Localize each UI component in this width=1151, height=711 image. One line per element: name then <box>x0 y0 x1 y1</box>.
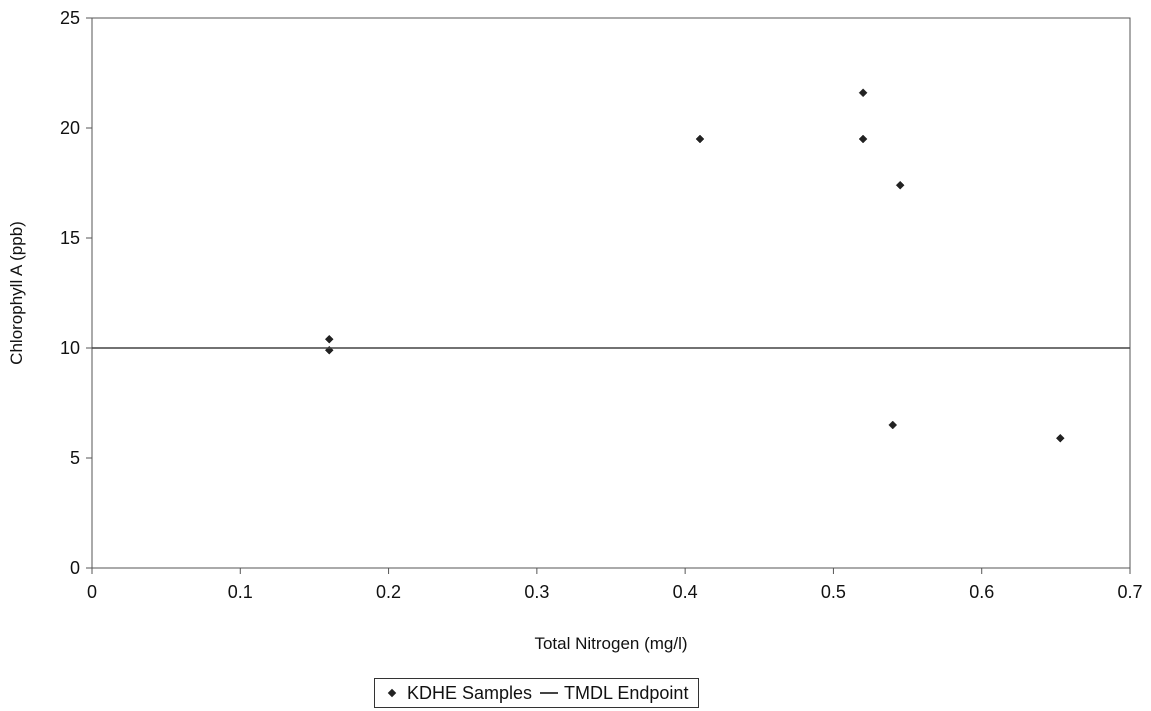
x-tick-label: 0 <box>87 582 97 602</box>
y-tick-label: 15 <box>60 228 80 248</box>
x-tick-label: 0.3 <box>524 582 549 602</box>
sample-point <box>858 88 868 98</box>
line-marker-icon <box>540 692 559 694</box>
series-layer <box>92 88 1130 443</box>
sample-point <box>888 420 898 430</box>
plot-area <box>91 17 1131 569</box>
sample-point <box>858 134 868 144</box>
x-tick-label: 0.1 <box>228 582 253 602</box>
y-axis: 0 5 10 15 20 25 <box>60 8 92 578</box>
y-tick-label: 10 <box>60 338 80 358</box>
y-tick-label: 5 <box>70 448 80 468</box>
x-tick-label: 0.2 <box>376 582 401 602</box>
legend-item-endpoint: TMDL Endpoint <box>540 683 688 704</box>
legend-item-samples: KDHE Samples <box>385 683 532 704</box>
y-tick-label: 20 <box>60 118 80 138</box>
x-tick-label: 0.7 <box>1117 582 1142 602</box>
legend-label-endpoint: TMDL Endpoint <box>564 682 689 703</box>
x-tick-label: 0.5 <box>821 582 846 602</box>
sample-point <box>895 180 905 190</box>
sample-point <box>695 134 705 144</box>
diamond-marker-icon <box>387 688 397 698</box>
x-axis-title: Total Nitrogen (mg/l) <box>534 634 687 653</box>
y-tick-label: 25 <box>60 8 80 28</box>
sample-point <box>324 334 334 344</box>
sample-point <box>1055 433 1065 443</box>
x-axis: 0 0.1 0.2 0.3 0.4 0.5 0.6 0.7 <box>87 568 1143 602</box>
y-axis-title: Chlorophyll A (ppb) <box>7 221 26 365</box>
legend-label-samples: KDHE Samples <box>407 682 533 703</box>
legend: KDHE Samples TMDL Endpoint <box>374 678 700 708</box>
x-tick-label: 0.4 <box>673 582 698 602</box>
x-tick-label: 0.6 <box>969 582 994 602</box>
y-tick-label: 0 <box>70 558 80 578</box>
